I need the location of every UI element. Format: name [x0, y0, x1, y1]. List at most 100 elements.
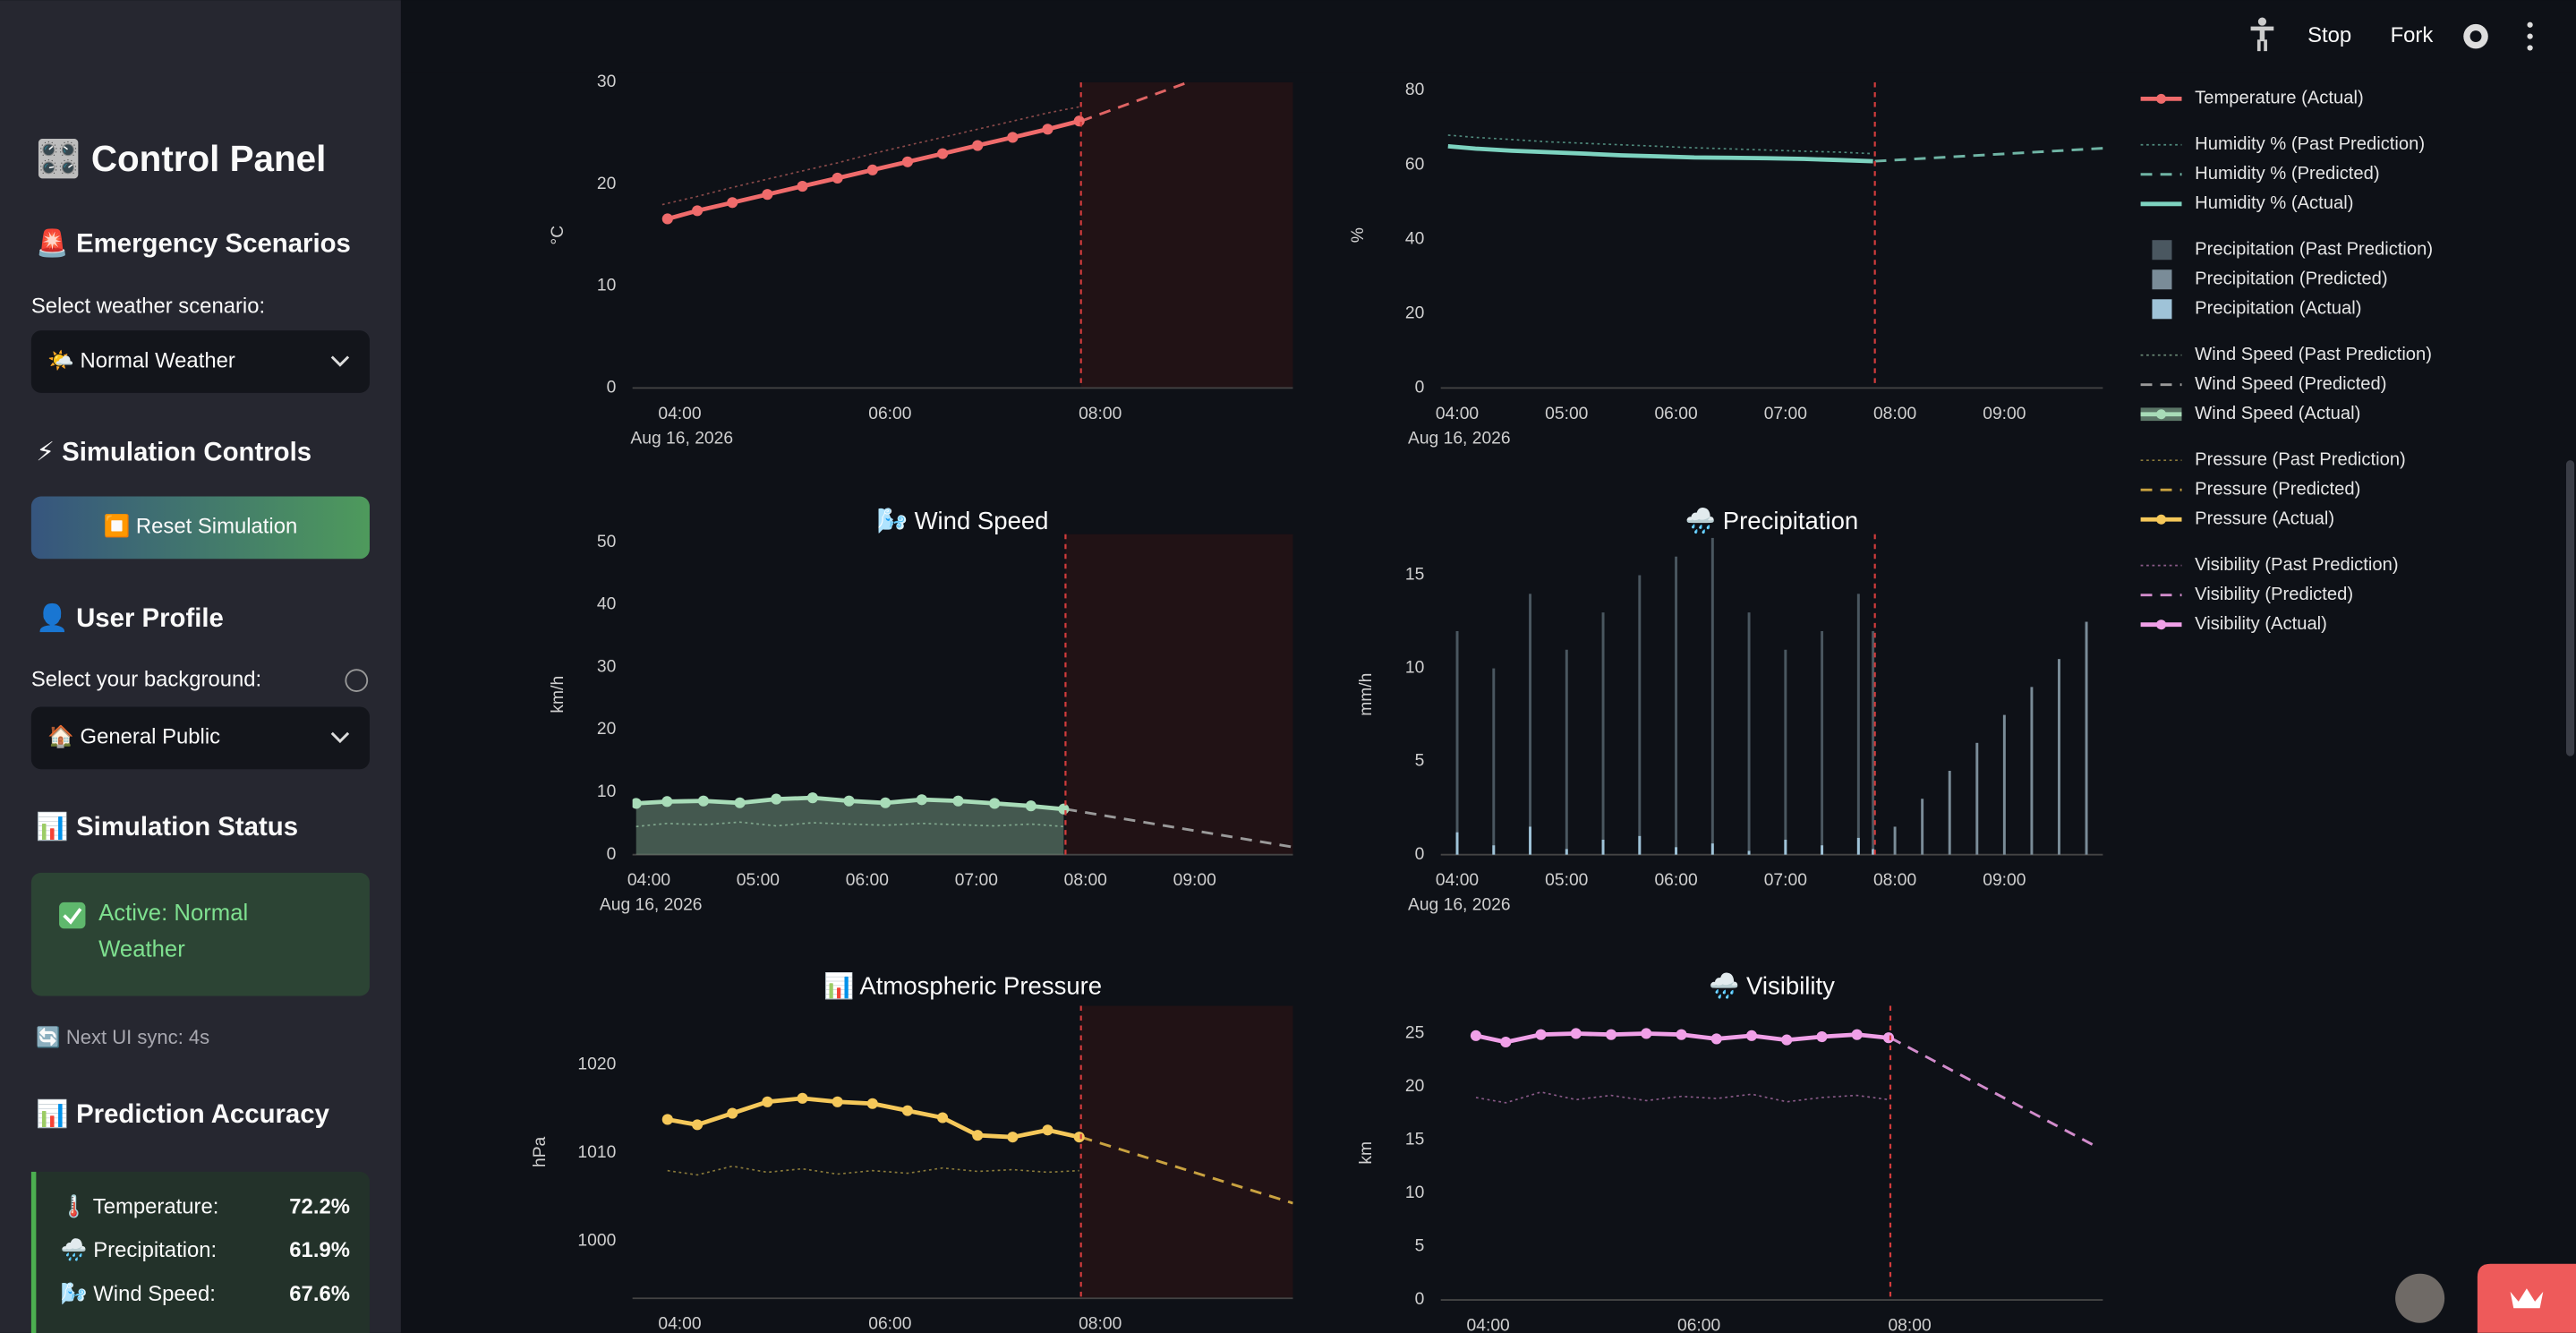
accuracy-label: 🌧️ Precipitation: — [61, 1236, 217, 1262]
section-heading: 🚨 Emergency Scenarios — [36, 227, 351, 258]
legend-label: Wind Speed (Actual) — [2195, 404, 2360, 423]
marker — [1007, 1132, 1019, 1143]
bar — [1747, 612, 1751, 855]
marker — [727, 1107, 738, 1119]
y-tick-label: 1010 — [577, 1143, 616, 1162]
bar — [2030, 687, 2034, 855]
bar — [1710, 843, 1714, 855]
help-icon[interactable] — [345, 669, 369, 692]
header — [400, 0, 2576, 73]
y-tick-label: 15 — [1405, 1131, 1424, 1149]
chart: 1000 1010 1020 04:00 06:00 08:00 hPa 📊 Atmosphe… — [531, 972, 1293, 1333]
legend-marker — [2156, 514, 2167, 525]
x-tick-label: 05:00 — [1545, 405, 1588, 423]
x-tick-label: 06:00 — [1677, 1317, 1720, 1333]
x-tick-label: 07:00 — [1764, 405, 1807, 423]
marker — [797, 181, 808, 192]
marker — [937, 148, 949, 159]
y-axis-label: % — [1349, 227, 1368, 243]
x-tick-label: 07:00 — [1764, 871, 1807, 890]
reset-button[interactable] — [30, 496, 370, 560]
y-tick-label: 0 — [1415, 1290, 1425, 1309]
check-icon — [59, 901, 86, 929]
marker — [1073, 1132, 1085, 1143]
marker — [989, 798, 1001, 809]
status-text: Active: Normal Weather — [98, 899, 249, 961]
bar — [1529, 594, 1532, 855]
stop-button[interactable]: Stop — [2307, 23, 2351, 47]
bar — [1747, 850, 1751, 855]
accuracy-label: 🌡️ Temperature: — [61, 1194, 218, 1219]
bar — [1638, 575, 1642, 855]
marker — [1882, 1032, 1895, 1044]
x-tick-label: 06:00 — [868, 1315, 911, 1333]
x-date-label: Aug 16, 2026 — [630, 429, 733, 448]
marker — [1058, 803, 1070, 815]
accuracy-label: 🌬️ Wind Speed: — [61, 1282, 216, 1306]
y-tick-label: 80 — [1405, 81, 1424, 99]
x-tick-label: 08:00 — [1873, 405, 1916, 423]
bar — [1856, 837, 1860, 855]
profile-select[interactable] — [30, 706, 370, 770]
chart-title: 📊 Atmospheric Pressure — [823, 972, 1102, 1001]
marker — [937, 1112, 949, 1124]
select-value: 🏠 General Public — [47, 725, 220, 749]
chevron — [330, 731, 350, 744]
marker — [1570, 1028, 1582, 1039]
legend-marker — [2156, 620, 2167, 630]
fork-button[interactable]: Fork — [2391, 23, 2434, 47]
y-tick-label: 1000 — [577, 1231, 616, 1250]
y-tick-label: 30 — [597, 657, 616, 676]
github-icon-inner — [2469, 30, 2482, 43]
y-tick-label: 10 — [1405, 659, 1424, 678]
marker — [952, 795, 964, 807]
bar — [1948, 771, 1951, 855]
x-tick-label: 09:00 — [1983, 871, 2026, 890]
legend-label: Humidity % (Past Prediction) — [2195, 134, 2425, 154]
bar — [1638, 835, 1642, 855]
marker — [832, 172, 843, 184]
bar — [1893, 826, 1897, 855]
x-tick-label: 04:00 — [1436, 871, 1479, 890]
legend-label: Visibility (Past Prediction) — [2195, 555, 2398, 575]
y-tick-label: 40 — [597, 595, 616, 614]
bar — [1821, 845, 1824, 855]
marker — [866, 1098, 878, 1109]
bar — [1675, 556, 1678, 855]
x-date-label: Aug 16, 2026 — [600, 896, 703, 915]
bar — [1675, 847, 1678, 855]
legend-label: Humidity % (Predicted) — [2195, 164, 2379, 184]
y-tick-label: 40 — [1405, 229, 1424, 248]
marker — [901, 1105, 913, 1116]
menu-icon[interactable] — [2527, 21, 2533, 51]
bar — [2002, 714, 2006, 855]
bar — [1601, 612, 1605, 855]
marker — [916, 794, 927, 806]
bar — [1492, 668, 1496, 855]
marker — [1025, 800, 1036, 812]
plot-area — [661, 1092, 1293, 1205]
y-tick-label: 0 — [1415, 378, 1425, 397]
marker — [1641, 1028, 1652, 1039]
scenario-select[interactable] — [30, 330, 370, 393]
chevron — [330, 355, 350, 367]
y-tick-label: 60 — [1405, 155, 1424, 174]
y-axis-label: km/h — [549, 676, 567, 713]
bar — [1529, 826, 1532, 855]
scrollbar[interactable] — [2565, 460, 2575, 756]
avatar[interactable] — [2395, 1273, 2445, 1323]
marker — [1745, 1030, 1758, 1041]
accessibility-icon[interactable] — [2250, 17, 2274, 52]
sidebar: 🎛️ Control Panel 🚨 Emergency Scenarios S… — [0, 0, 401, 1333]
accuracy-border — [30, 1171, 37, 1333]
x-tick-label: 05:00 — [1545, 871, 1588, 890]
y-axis-label: hPa — [531, 1136, 550, 1167]
y-axis-label: mm/h — [1357, 673, 1376, 716]
y-tick-label: 10 — [597, 782, 616, 801]
section-heading: 📊 Prediction Accuracy — [36, 1098, 329, 1129]
y-tick-label: 20 — [1405, 303, 1424, 322]
legend-label: Pressure (Past Prediction) — [2195, 449, 2406, 469]
marker — [697, 795, 709, 807]
